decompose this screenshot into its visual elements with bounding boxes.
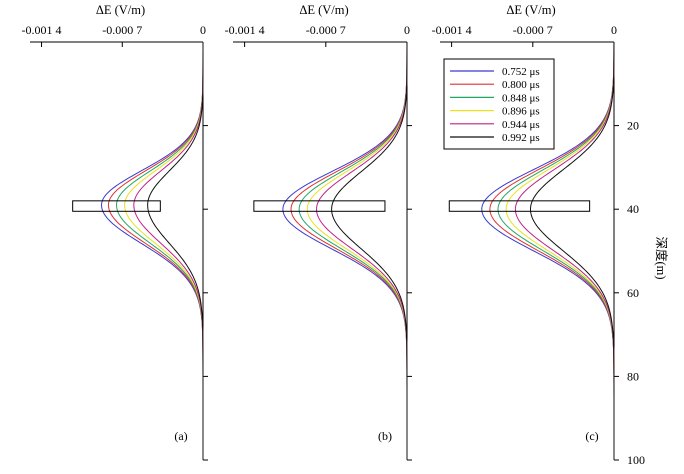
x-tick-label: -0.001 4 [432, 23, 472, 37]
depth-axis-title: 深度(m) [654, 236, 669, 279]
legend-box [443, 58, 555, 150]
panel-label: (c) [585, 429, 598, 443]
panel-label: (b) [378, 429, 392, 443]
legend-label: 0.944 μs [502, 119, 540, 131]
series-line-3 [306, 42, 408, 460]
legend: 0.752 μs0.800 μs0.848 μs 0.896 μs0.944 μs… [443, 58, 555, 150]
legend-label: 0.800 μs [502, 79, 540, 91]
x-axis-title: ΔE (V/m) [96, 3, 145, 17]
x-tick-label: -0.001 4 [225, 23, 265, 37]
series-line-3 [124, 42, 204, 460]
depth-tick-label: 60 [627, 286, 639, 300]
anomaly-box [72, 200, 161, 212]
x-tick-label: 0 [611, 23, 617, 37]
x-tick-label: -0.000 7 [513, 23, 553, 37]
anomaly-box [448, 200, 591, 212]
x-tick-label: -0.000 7 [102, 23, 142, 37]
series-line-2 [298, 42, 408, 460]
series-line-2 [115, 42, 204, 460]
panel-c: -0.001 4 -0.000 7 0 ΔE (V/m) (c) [432, 3, 619, 461]
depth-tick-label: 100 [627, 453, 645, 467]
x-tick-label: 0 [404, 23, 410, 37]
legend-label: 0.992 μs [502, 132, 540, 144]
series-line-5 [147, 42, 204, 460]
series-line-4 [316, 41, 408, 460]
x-tick-label: 0 [200, 23, 206, 37]
depth-tick-label: 40 [627, 202, 639, 216]
legend-label: 0.896 μs [502, 106, 540, 118]
x-tick-label: -0.001 4 [22, 23, 62, 37]
depth-tick-label: 80 [627, 369, 639, 383]
depth-tick-label: 20 [627, 119, 639, 133]
series-line-4 [133, 42, 204, 460]
panel-label: (a) [174, 429, 187, 443]
legend-label: 0.848 μs [502, 92, 540, 104]
x-tick-label: -0.000 7 [306, 23, 346, 37]
depth-axis: 20 40 60 80 100 深度(m) [627, 119, 669, 467]
panel-b: -0.001 4 -0.000 7 0 ΔE (V/m) (b) [225, 3, 412, 461]
x-axis-title: ΔE (V/m) [506, 3, 555, 17]
series-line-1 [107, 42, 204, 460]
series-line-0 [101, 42, 204, 460]
series-line-5 [331, 42, 408, 460]
x-axis-title: ΔE (V/m) [299, 3, 348, 17]
series-line-5 [529, 42, 615, 460]
legend-label: 0.752 μs [502, 66, 540, 78]
panel-a: -0.001 4 -0.000 7 0 ΔE (V/m) (a) [22, 3, 208, 461]
anomaly-box [253, 200, 386, 212]
panels-group: -0.001 4 -0.000 7 0ΔE (V/m)(a)-0.001 4 -0.0… [22, 3, 619, 461]
